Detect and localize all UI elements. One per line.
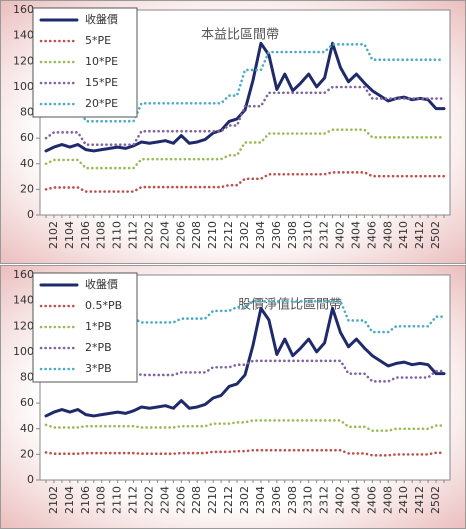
series-line: [44, 419, 446, 432]
x-tick-label: 2210: [206, 486, 219, 514]
y-tick-label: 140: [13, 294, 34, 307]
y-tick-label: 120: [13, 319, 34, 332]
y-tick-label: 20: [20, 447, 34, 460]
series-line: [44, 85, 446, 146]
x-tick-label: 2204: [158, 486, 171, 514]
y-tick-label: 100: [13, 80, 34, 93]
x-tick-label: 2304: [254, 221, 267, 249]
legend-label: 收盤價: [85, 277, 118, 291]
x-tick-label: 2406: [365, 486, 378, 514]
x-tick-label: 2404: [349, 486, 362, 514]
x-tick-label: 2308: [286, 486, 299, 514]
x-tick-label: 2408: [381, 221, 394, 249]
x-tick-label: 2110: [111, 221, 124, 249]
x-tick-label: 2208: [190, 221, 203, 249]
x-tick-label: 2306: [270, 221, 283, 249]
x-tick-label: 2304: [254, 486, 267, 514]
x-tick-label: 2206: [174, 486, 187, 514]
x-tick-label: 2302: [238, 486, 251, 514]
legend-label: 2*PB: [85, 341, 112, 354]
x-tick-label: 2112: [127, 486, 140, 514]
x-tick-label: 2210: [206, 221, 219, 249]
x-tick-label: 2404: [349, 221, 362, 249]
x-tick-label: 2112: [127, 221, 140, 249]
x-tick-label: 2502: [429, 221, 442, 249]
x-tick-label: 2308: [286, 221, 299, 249]
y-tick-label: 100: [13, 345, 34, 358]
legend-label: 20*PE: [85, 97, 118, 110]
y-tick-label: 0: [27, 473, 34, 486]
x-tick-label: 2306: [270, 486, 283, 514]
x-tick-label: 2412: [413, 221, 426, 249]
x-tick-label: 2310: [302, 486, 315, 514]
series-line: [44, 128, 446, 170]
x-tick-label: 2312: [318, 221, 331, 249]
x-tick-label: 2212: [222, 486, 235, 514]
x-tick-label: 2102: [47, 486, 60, 514]
legend-label: 3*PB: [85, 362, 112, 375]
legend-label: 收盤價: [85, 12, 118, 26]
legend-label: 10*PE: [85, 55, 118, 68]
legend-label: 15*PE: [85, 76, 118, 89]
x-tick-label: 2204: [158, 221, 171, 249]
x-tick-label: 2108: [95, 486, 108, 514]
x-tick-label: 2312: [318, 486, 331, 514]
series-line: [44, 306, 446, 418]
x-tick-label: 2106: [79, 486, 92, 514]
y-tick-label: 160: [13, 3, 34, 16]
chart-title: 股價淨值比區間帶: [238, 297, 342, 313]
y-tick-label: 80: [20, 106, 34, 119]
x-tick-label: 2302: [238, 221, 251, 249]
x-tick-label: 2106: [79, 221, 92, 249]
y-tick-label: 0: [27, 208, 34, 221]
x-tick-label: 2310: [302, 221, 315, 249]
x-tick-label: 2104: [63, 221, 76, 249]
y-tick-label: 140: [13, 29, 34, 42]
x-tick-label: 2212: [222, 221, 235, 249]
series-line: [44, 41, 446, 153]
y-tick-label: 40: [20, 422, 34, 435]
y-tick-label: 60: [20, 131, 34, 144]
y-tick-label: 40: [20, 157, 34, 170]
x-tick-label: 2108: [95, 221, 108, 249]
x-tick-label: 2202: [142, 221, 155, 249]
chart-title: 本益比區間帶: [201, 28, 279, 43]
y-tick-label: 120: [13, 54, 34, 67]
y-tick-label: 80: [20, 371, 34, 384]
x-tick-label: 2402: [334, 486, 347, 514]
x-tick-label: 2208: [190, 486, 203, 514]
x-tick-label: 2206: [174, 221, 187, 249]
x-tick-label: 2110: [111, 486, 124, 514]
x-tick-label: 2412: [413, 486, 426, 514]
x-tick-label: 2502: [429, 486, 442, 514]
legend-label: 1*PB: [85, 320, 112, 333]
legend-label: 0.5*PB: [85, 299, 122, 312]
x-tick-label: 2410: [397, 486, 410, 514]
y-tick-label: 60: [20, 396, 34, 409]
x-tick-label: 2406: [365, 221, 378, 249]
legend-label: 5*PE: [85, 34, 111, 47]
x-tick-label: 2408: [381, 486, 394, 514]
y-tick-label: 20: [20, 182, 34, 195]
x-tick-label: 2402: [334, 221, 347, 249]
y-tick-label: 160: [13, 268, 34, 281]
x-tick-label: 2202: [142, 486, 155, 514]
x-tick-label: 2102: [47, 221, 60, 249]
x-tick-label: 2410: [397, 221, 410, 249]
x-tick-label: 2104: [63, 486, 76, 514]
